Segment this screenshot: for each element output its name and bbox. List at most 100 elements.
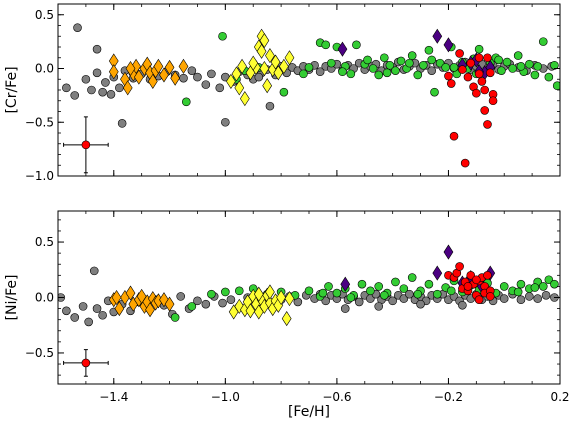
- data-point: [413, 289, 423, 299]
- data-point: [458, 65, 467, 74]
- bottom-panel-ni-fe: −1.4 −1.0 −0.6 −0.2 0.2 −0.5 0.0 0.5 [Ni/Fe] [F…: [4, 210, 570, 420]
- data-point: [424, 279, 434, 289]
- data-point: [62, 306, 71, 316]
- data-point: [187, 302, 197, 311]
- data-point: [427, 66, 437, 75]
- data-point: [513, 287, 523, 297]
- data-point: [284, 291, 295, 307]
- data-point: [455, 49, 464, 58]
- data-point: [327, 58, 336, 68]
- data-point: [499, 294, 509, 303]
- data-point: [466, 271, 476, 280]
- data-point: [446, 286, 456, 296]
- data-point: [516, 62, 526, 71]
- data-point: [321, 296, 331, 306]
- data-point: [474, 53, 484, 63]
- data-point: [207, 289, 216, 299]
- y-tick-label: 0.5: [35, 8, 54, 22]
- data-point: [530, 283, 540, 292]
- data-point: [346, 69, 356, 79]
- data-point: [248, 55, 259, 71]
- data-point: [449, 63, 459, 72]
- data-point: [399, 294, 409, 303]
- data-point: [284, 50, 295, 66]
- data-point: [98, 310, 107, 320]
- data-point: [265, 284, 275, 300]
- top-panel-ylabel: [Cr/Fe]: [4, 66, 20, 113]
- data-point: [460, 158, 470, 168]
- data-point: [237, 58, 247, 74]
- data-point: [354, 297, 364, 307]
- data-point: [396, 56, 406, 66]
- data-point: [324, 282, 333, 291]
- data-point: [443, 37, 454, 53]
- data-point: [391, 277, 400, 287]
- data-point: [259, 60, 270, 77]
- data-point: [455, 262, 464, 271]
- data-point: [176, 292, 186, 301]
- data-point: [374, 302, 384, 311]
- data-point: [405, 289, 414, 299]
- data-point: [352, 40, 361, 50]
- data-point: [368, 64, 378, 73]
- data-point: [541, 290, 551, 300]
- data-point: [525, 59, 534, 69]
- data-point: [273, 65, 284, 81]
- data-point: [201, 80, 211, 89]
- data-point: [449, 131, 459, 141]
- data-point: [340, 276, 351, 292]
- data-point: [488, 96, 498, 106]
- data-point: [193, 296, 202, 306]
- bottom-panel-ylabel: [Ni/Fe]: [4, 275, 20, 321]
- data-point: [234, 80, 245, 96]
- data-point: [89, 266, 99, 276]
- bottom-panel-ticks: −1.4 −1.0 −0.6 −0.2 0.2 −0.5 0.0 0.5: [25, 211, 570, 404]
- data-point: [170, 70, 180, 86]
- data-point: [337, 41, 348, 57]
- data-point: [483, 271, 492, 280]
- data-point: [239, 91, 250, 107]
- data-point: [544, 275, 554, 285]
- data-point: [430, 87, 439, 97]
- top-panel-cr-fe: −1.0 −0.5 0.0 0.5 [Cr/Fe]: [4, 3, 561, 183]
- data-point: [281, 311, 292, 327]
- y-tick-label: −0.5: [25, 346, 54, 360]
- data-point: [477, 77, 487, 86]
- data-point: [62, 83, 71, 93]
- y-tick-label: −0.5: [25, 115, 54, 129]
- x-tick-label: 0.2: [550, 390, 569, 404]
- data-point: [70, 91, 80, 100]
- data-point: [253, 286, 264, 302]
- data-point: [441, 63, 450, 72]
- data-point: [101, 78, 110, 87]
- data-point: [299, 69, 308, 79]
- data-point: [427, 55, 437, 65]
- data-point: [221, 117, 230, 127]
- data-point: [318, 288, 328, 298]
- data-point: [374, 282, 384, 291]
- data-point: [485, 68, 495, 78]
- x-tick-label: −0.6: [322, 390, 351, 404]
- data-point: [153, 58, 164, 74]
- data-point: [538, 37, 548, 46]
- data-point: [340, 304, 350, 313]
- data-point: [114, 301, 125, 317]
- data-point: [178, 58, 189, 74]
- data-point: [254, 72, 264, 82]
- data-point: [70, 313, 80, 322]
- data-point: [262, 78, 273, 94]
- data-point: [508, 64, 517, 73]
- data-point: [122, 80, 133, 96]
- data-point: [533, 294, 542, 303]
- data-point: [483, 120, 492, 129]
- data-point: [444, 71, 453, 81]
- data-point: [164, 296, 175, 312]
- error-bar: [63, 349, 109, 377]
- data-point: [98, 87, 107, 97]
- data-point: [458, 300, 467, 310]
- data-point: [466, 58, 476, 68]
- data-point: [276, 289, 286, 306]
- data-point: [483, 53, 492, 63]
- data-point: [432, 28, 443, 44]
